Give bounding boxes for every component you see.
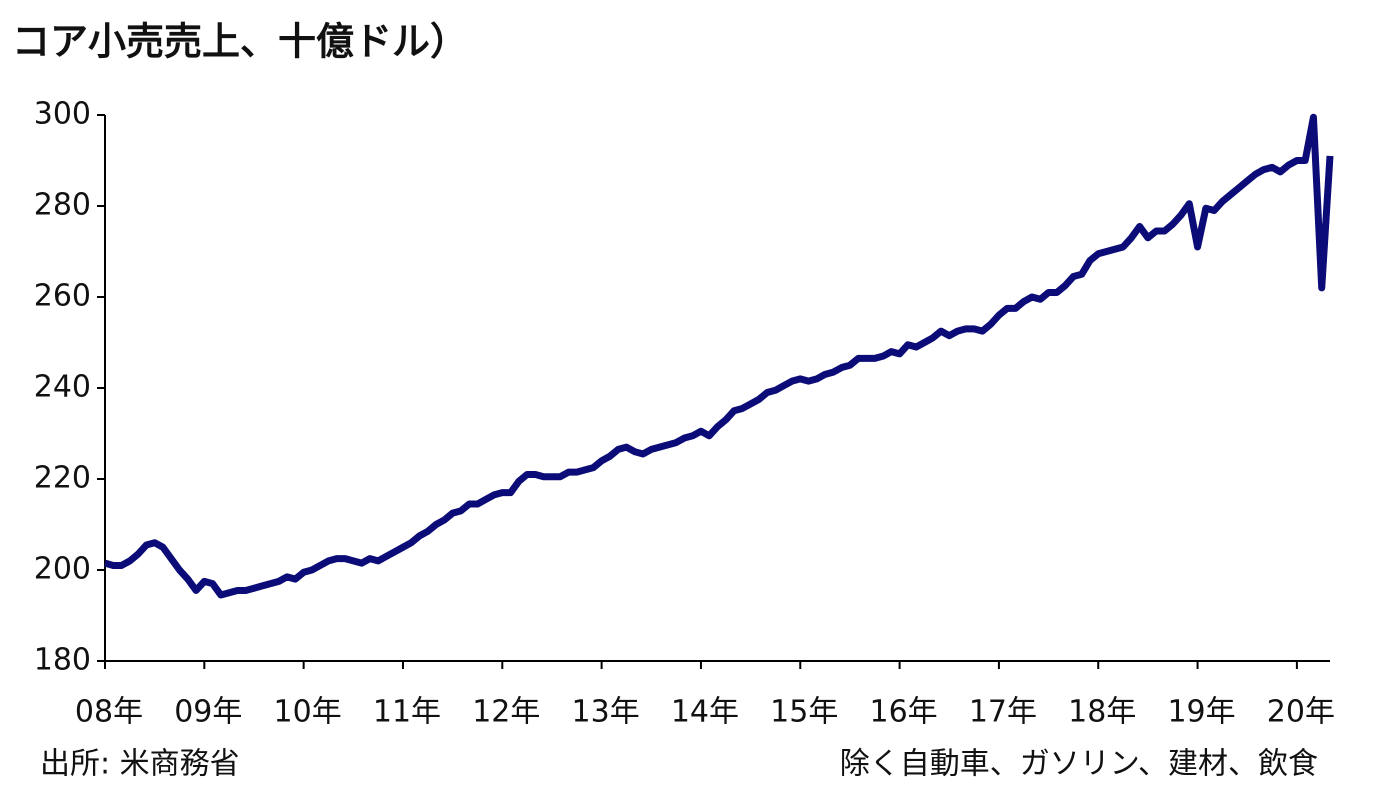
x-tick-label: 08年 <box>75 695 143 730</box>
x-tick-label: 20年 <box>1267 695 1335 730</box>
y-tick-label: 260 <box>34 279 91 314</box>
y-tick-label: 200 <box>34 552 91 587</box>
x-tick-label: 09年 <box>174 695 242 730</box>
x-tick-label: 17年 <box>969 695 1037 730</box>
x-tick-label: 16年 <box>870 695 938 730</box>
y-tick-label: 220 <box>34 461 91 496</box>
note: 除く自動車、ガソリン、建材、飲食 <box>840 747 1318 782</box>
x-tick-label: 11年 <box>373 695 441 730</box>
y-tick-label: 240 <box>34 370 91 405</box>
x-tick-label: 19年 <box>1167 695 1235 730</box>
chart-title: コア小売売上、十億ドル） <box>12 20 468 64</box>
x-tick-label: 14年 <box>671 695 739 730</box>
x-tick-label: 12年 <box>472 695 540 730</box>
y-tick-label: 300 <box>34 97 91 132</box>
line <box>104 113 1334 599</box>
x-tick-label: 18年 <box>1068 695 1136 730</box>
y-tick-label: 280 <box>34 188 91 223</box>
x-tick-label: 10年 <box>274 695 342 730</box>
x-tick-label: 13年 <box>572 695 640 730</box>
x-tick-label: 15年 <box>770 695 838 730</box>
y-tick-label: 180 <box>34 643 91 678</box>
source: 出所: 米商務省 <box>40 747 240 782</box>
